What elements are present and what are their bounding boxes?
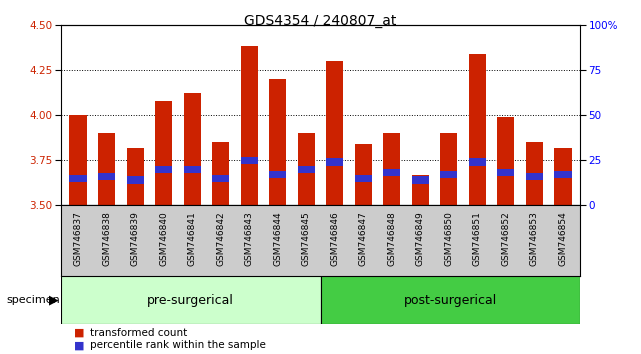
Bar <box>412 175 429 205</box>
Bar <box>440 171 458 178</box>
Bar <box>126 148 144 205</box>
Bar <box>240 156 258 164</box>
Bar <box>183 93 201 205</box>
Text: GSM746838: GSM746838 <box>102 211 111 266</box>
Bar <box>126 176 144 184</box>
Bar <box>297 166 315 173</box>
Bar <box>383 169 401 176</box>
Bar <box>183 166 201 173</box>
Text: GSM746847: GSM746847 <box>359 211 368 266</box>
Bar <box>155 101 172 205</box>
Text: transformed count: transformed count <box>90 328 187 338</box>
Text: post-surgerical: post-surgerical <box>404 293 497 307</box>
Bar <box>354 144 372 205</box>
Bar <box>554 148 572 205</box>
Bar <box>155 166 172 173</box>
Bar <box>326 158 344 166</box>
Bar <box>554 171 572 178</box>
Text: ■: ■ <box>74 340 84 350</box>
Text: GSM746845: GSM746845 <box>302 211 311 266</box>
Bar <box>469 158 486 166</box>
Bar <box>412 176 429 184</box>
Text: GSM746851: GSM746851 <box>473 211 482 266</box>
Bar <box>269 171 287 178</box>
Bar <box>383 133 401 205</box>
Text: GSM746843: GSM746843 <box>245 211 254 266</box>
Bar <box>320 276 580 324</box>
Bar <box>354 175 372 182</box>
Bar <box>69 115 87 205</box>
Bar <box>240 46 258 205</box>
Bar <box>440 133 458 205</box>
Text: GSM746854: GSM746854 <box>558 211 567 266</box>
Text: ▶: ▶ <box>49 293 59 307</box>
Text: GSM746846: GSM746846 <box>330 211 339 266</box>
Text: GSM746841: GSM746841 <box>188 211 197 266</box>
Text: GSM746839: GSM746839 <box>131 211 140 266</box>
Bar <box>526 173 543 180</box>
Bar <box>497 117 515 205</box>
Text: GSM746840: GSM746840 <box>159 211 168 266</box>
Bar <box>212 142 229 205</box>
Text: GSM746853: GSM746853 <box>530 211 539 266</box>
Text: GSM746852: GSM746852 <box>501 211 510 266</box>
Bar <box>526 142 543 205</box>
Bar <box>98 133 115 205</box>
Text: specimen: specimen <box>6 295 60 305</box>
Text: GSM746844: GSM746844 <box>273 211 282 266</box>
Text: GSM746850: GSM746850 <box>444 211 453 266</box>
Bar <box>497 169 515 176</box>
Text: percentile rank within the sample: percentile rank within the sample <box>90 340 265 350</box>
Text: ■: ■ <box>74 328 84 338</box>
Text: GSM746849: GSM746849 <box>416 211 425 266</box>
Text: GDS4354 / 240807_at: GDS4354 / 240807_at <box>244 14 397 28</box>
Bar <box>326 61 344 205</box>
Bar <box>98 173 115 180</box>
Bar <box>297 133 315 205</box>
Text: GSM746837: GSM746837 <box>74 211 83 266</box>
Bar <box>69 175 87 182</box>
Bar <box>212 175 229 182</box>
Text: GSM746848: GSM746848 <box>387 211 396 266</box>
Bar <box>61 276 320 324</box>
Text: GSM746842: GSM746842 <box>216 211 225 266</box>
Text: pre-surgerical: pre-surgerical <box>147 293 234 307</box>
Bar <box>469 54 486 205</box>
Bar <box>269 79 287 205</box>
